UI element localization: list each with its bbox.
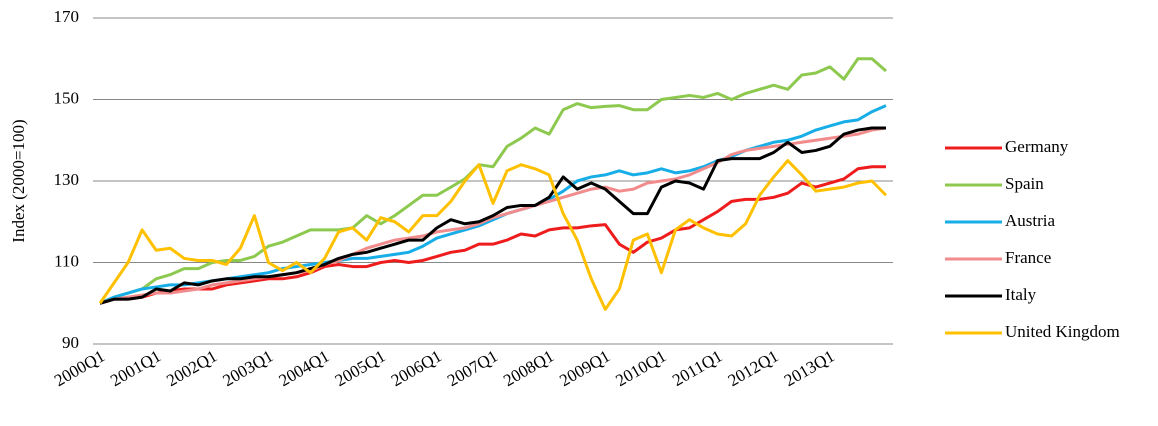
x-tick-label: 2002Q1 xyxy=(163,346,220,390)
x-tick-label: 2000Q1 xyxy=(51,346,108,390)
x-tick-label: 2009Q1 xyxy=(556,346,613,390)
legend-label: Austria xyxy=(1005,211,1056,230)
x-tick-label: 2004Q1 xyxy=(276,346,333,390)
x-tick-label: 2012Q1 xyxy=(725,346,782,390)
x-tick-label: 2011Q1 xyxy=(669,346,725,390)
x-tick-label: 2007Q1 xyxy=(444,346,501,390)
legend-label: Germany xyxy=(1005,137,1069,156)
x-tick-label: 2006Q1 xyxy=(388,346,445,390)
series-line xyxy=(99,165,886,305)
series-line xyxy=(99,126,887,305)
x-tick-label: 2013Q1 xyxy=(781,346,838,390)
legend-label: Spain xyxy=(1005,174,1044,193)
y-tick-label: 90 xyxy=(62,333,79,352)
y-tick-label: 110 xyxy=(54,251,79,270)
legend-label: Italy xyxy=(1005,285,1037,304)
y-tick-label: 150 xyxy=(54,88,80,107)
legend-label: United Kingdom xyxy=(1005,322,1120,341)
x-tick-label: 2003Q1 xyxy=(219,346,276,390)
x-tick-label: 2008Q1 xyxy=(500,346,557,390)
y-tick-label: 170 xyxy=(54,7,80,26)
series-line xyxy=(98,159,888,311)
y-tick-label: 130 xyxy=(54,170,80,189)
series-line xyxy=(99,126,886,305)
x-tick-label: 2010Q1 xyxy=(612,346,669,390)
x-tick-label: 2005Q1 xyxy=(332,346,389,390)
x-tick-label: 2001Q1 xyxy=(107,346,164,390)
legend-label: France xyxy=(1005,248,1051,267)
y-axis-label: Index (2000=100) xyxy=(9,119,28,242)
